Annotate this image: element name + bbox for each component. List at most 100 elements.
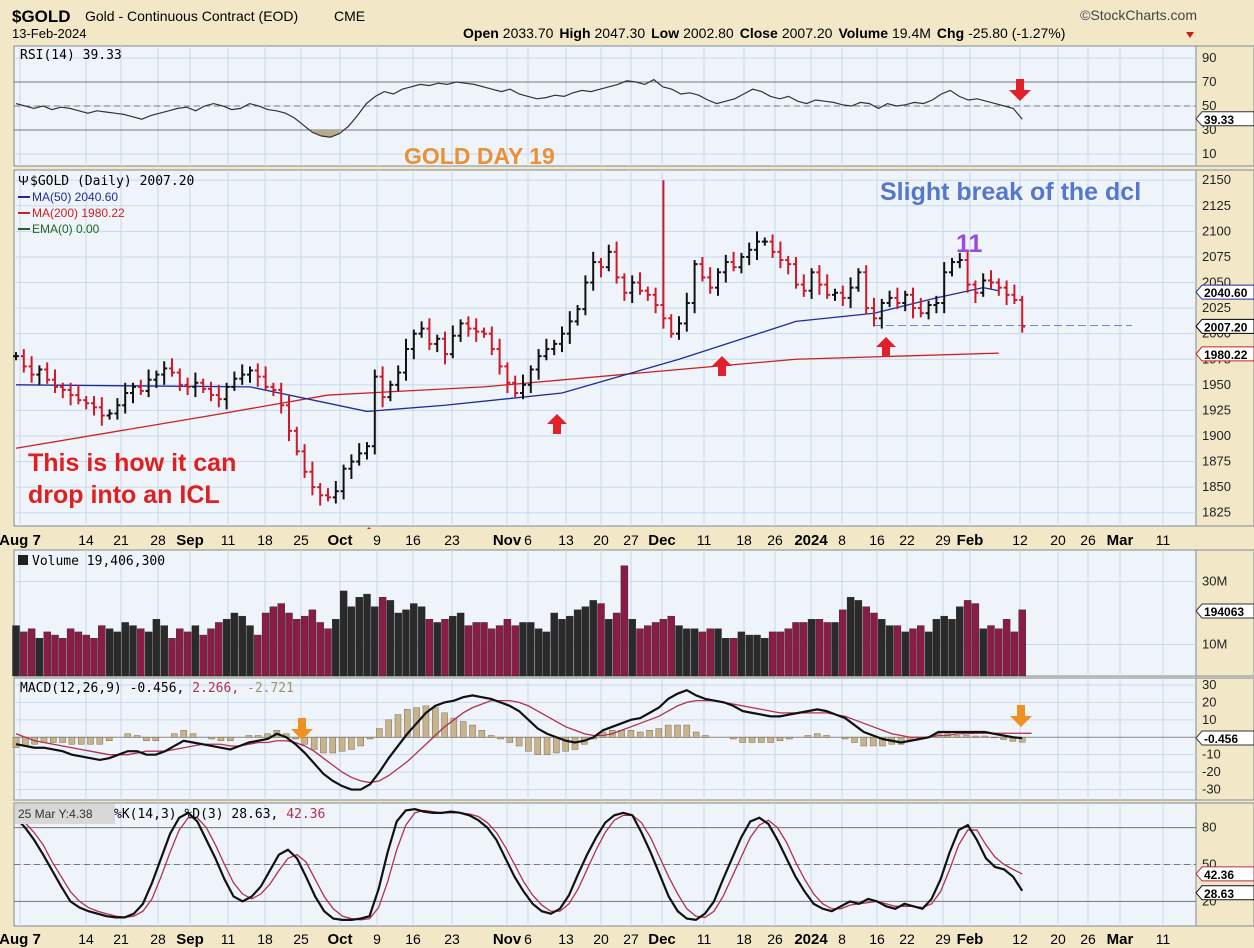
price-bar <box>317 483 324 506</box>
price-bar <box>637 272 643 295</box>
macd-histogram-bar <box>543 737 551 755</box>
volume-bar <box>605 619 613 677</box>
macd-panel: 30 20 10 -10 -20 -30 MACD(12,26,9) -0.456, 2.2… <box>12 677 1254 801</box>
x-axis-label: 26 <box>1080 931 1096 947</box>
price-bar <box>590 251 597 291</box>
x-axis-label: Dec <box>648 931 676 948</box>
volume-bar <box>207 628 215 677</box>
x-axis-label: Oct <box>327 931 352 948</box>
volume-bar <box>839 609 847 677</box>
x-axis-label: 18 <box>736 532 752 548</box>
volume-bar <box>386 600 395 677</box>
price-tag-label: 1980.22 <box>1204 348 1248 362</box>
volume-bar <box>433 622 441 677</box>
stochastic-d-line <box>16 809 1023 921</box>
volume-bar <box>66 628 75 677</box>
volume-bar <box>1010 631 1019 677</box>
x-axis-label: Oct <box>327 532 352 549</box>
volume-bar <box>254 634 262 677</box>
price-bar <box>449 325 456 359</box>
annotation-day-count: 11 <box>956 230 983 258</box>
x-axis-label: 26 <box>1080 532 1096 548</box>
cycle-low-arrow-icon <box>547 414 567 434</box>
volume-bar <box>979 628 987 677</box>
volume-bar <box>238 615 246 677</box>
macd-histogram-bar <box>171 733 178 738</box>
x-axis-bg <box>0 529 1196 549</box>
x-axis-label: 12 <box>1012 532 1028 548</box>
volume-bar <box>761 638 769 677</box>
macd-histogram-bar <box>739 737 746 743</box>
price-bar <box>356 443 363 466</box>
stochastic-tag-label: 42.36 <box>1204 868 1234 882</box>
price-bar <box>13 352 19 361</box>
volume-bar <box>472 622 480 677</box>
volume-bar <box>581 606 590 677</box>
volume-bar <box>152 619 161 677</box>
volume-bar <box>129 625 137 677</box>
macd-histogram-bar <box>636 731 644 738</box>
price-tag-box <box>1195 318 1254 334</box>
price-bar <box>239 364 246 385</box>
price-bar <box>886 290 893 308</box>
macd-tag-label: -0.456 <box>1204 732 1238 746</box>
macd-histogram-bar <box>189 733 197 738</box>
volume-bar <box>932 619 941 677</box>
price-bar <box>176 368 183 391</box>
price-bar <box>738 252 745 274</box>
annotation-icl-line1: This is how it can <box>28 449 236 477</box>
price-bar <box>816 265 823 295</box>
volume-bar <box>144 631 153 677</box>
volume-bar <box>402 609 410 677</box>
price-bar <box>855 268 862 292</box>
macd-histogram-bar <box>851 737 858 743</box>
volume-bar <box>667 615 675 677</box>
x-axis-label: Sep <box>176 931 204 948</box>
x-axis-label: 14 <box>78 532 94 548</box>
volume-bar <box>628 619 636 677</box>
x-axis-label: 21 <box>113 931 129 947</box>
price-bar <box>847 277 854 309</box>
price-bar <box>722 254 729 283</box>
macd-signal-line <box>15 700 1032 784</box>
price-bar <box>254 363 261 387</box>
macd-histogram-bar <box>963 735 970 738</box>
price-bar <box>761 237 768 246</box>
price-tag-label: 2007.20 <box>1204 320 1248 334</box>
x-axis-label: 2024 <box>794 931 828 948</box>
x-axis-label: 23 <box>444 931 460 947</box>
x-axis-label: Aug 7 <box>0 532 41 549</box>
rsi-oversold-fill <box>312 130 340 138</box>
header-brand[interactable]: ©StockCharts.com <box>1080 7 1197 23</box>
x-axis-label: 13 <box>558 532 574 548</box>
volume-bar <box>644 625 652 677</box>
x-axis-label: 28 <box>150 931 166 947</box>
rsi-line <box>15 78 1023 138</box>
volume-bar <box>98 625 106 677</box>
volume-bar <box>425 619 434 677</box>
volume-bar <box>550 612 558 677</box>
price-bar <box>995 278 1002 296</box>
volume-bar <box>534 628 543 677</box>
volume-bar <box>737 631 746 677</box>
volume-bar <box>987 625 995 677</box>
x-axis-label: 16 <box>405 931 421 947</box>
price-bar <box>715 268 721 296</box>
volume-bar <box>971 603 980 677</box>
volume-bar <box>690 628 699 677</box>
price-bar <box>200 378 207 394</box>
volume-bar <box>675 625 683 677</box>
macd-crossover-arrow-icon <box>1010 705 1032 727</box>
price-bar <box>28 356 35 383</box>
macd-histogram-bar <box>534 737 541 755</box>
macd-histogram-bar <box>562 737 569 752</box>
stochastic-k-line <box>15 808 1024 921</box>
macd-ytick-label: -30 <box>1202 782 1221 797</box>
stochastic-tag-box <box>1195 885 1254 901</box>
price-bar <box>215 384 222 408</box>
volume-bar <box>815 619 824 677</box>
volume-bar <box>878 619 886 677</box>
price-bar <box>824 274 831 299</box>
volume-bar <box>511 625 519 677</box>
